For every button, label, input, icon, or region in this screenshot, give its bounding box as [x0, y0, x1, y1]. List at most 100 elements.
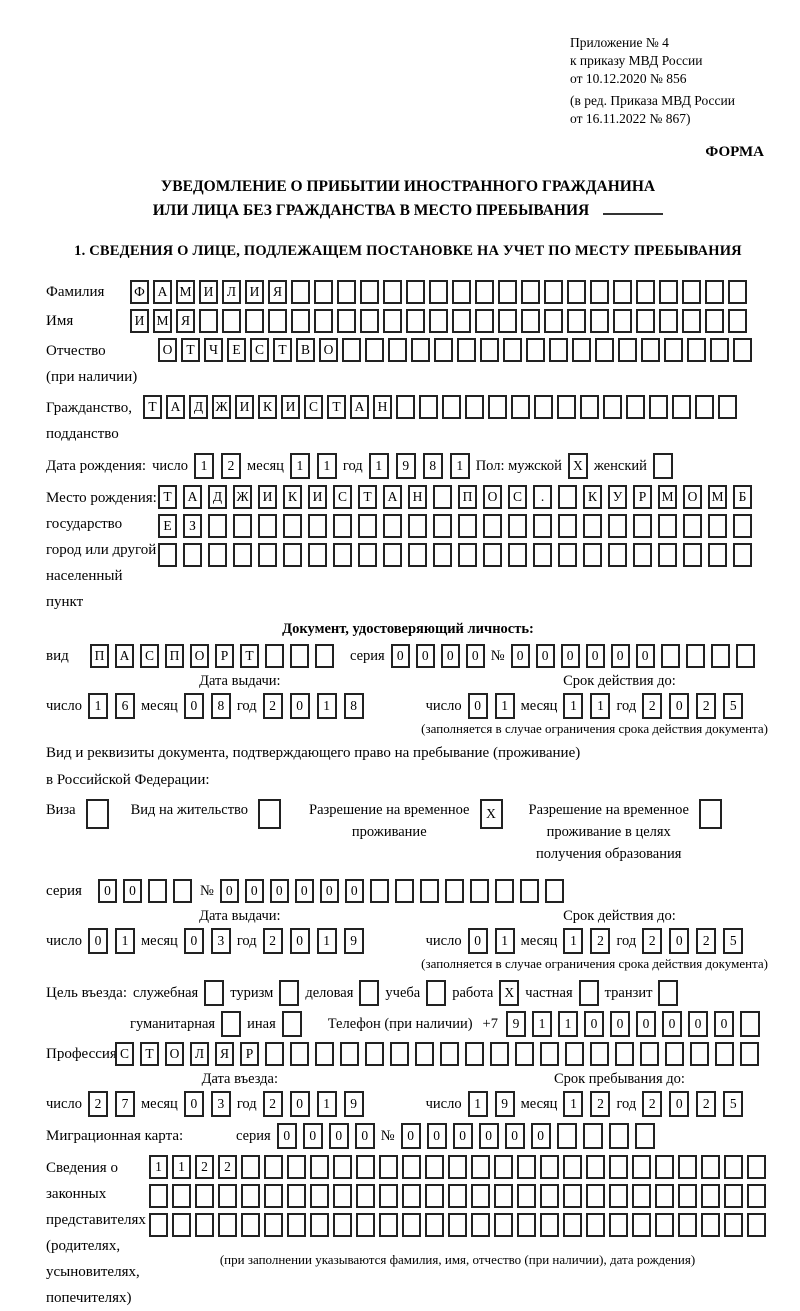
form-cell-filled[interactable]: 0 — [465, 644, 485, 669]
form-cell-filled[interactable]: 2 — [195, 1155, 214, 1180]
form-cell-empty[interactable] — [728, 309, 747, 334]
form-cell-empty[interactable] — [665, 1042, 684, 1067]
form-cell-empty[interactable] — [490, 1042, 509, 1067]
form-cell-filled[interactable]: А — [166, 395, 185, 420]
form-cell-empty[interactable] — [586, 1184, 605, 1209]
form-cell-empty[interactable] — [315, 644, 334, 669]
form-cell-empty[interactable] — [308, 543, 327, 568]
form-cell-filled[interactable]: С — [508, 485, 527, 510]
form-cell-empty[interactable] — [308, 514, 327, 539]
form-cell-filled[interactable]: 1 — [289, 453, 310, 480]
form-cell-filled[interactable]: У — [608, 485, 627, 510]
form-cell-empty[interactable] — [287, 1213, 306, 1238]
form-cell-filled[interactable]: Б — [733, 485, 752, 510]
form-cell-empty[interactable] — [498, 280, 517, 305]
form-cell-empty[interactable] — [471, 1184, 490, 1209]
form-cell-empty[interactable] — [408, 543, 427, 568]
form-cell-filled[interactable]: 0 — [669, 928, 690, 955]
form-cell-filled[interactable]: 0 — [440, 644, 460, 669]
form-cell-filled[interactable]: В — [296, 338, 315, 363]
form-cell-empty[interactable] — [265, 1042, 284, 1067]
form-cell-empty[interactable] — [199, 309, 218, 334]
form-cell-empty[interactable] — [315, 1042, 334, 1067]
form-cell-empty[interactable] — [465, 395, 484, 420]
form-cell-empty[interactable] — [369, 879, 389, 904]
form-cell-filled[interactable]: С — [333, 485, 352, 510]
form-cell-empty[interactable] — [572, 338, 591, 363]
form-cell-filled[interactable]: 0 — [467, 928, 488, 955]
form-cell-filled[interactable]: Т — [327, 395, 346, 420]
form-cell-filled[interactable]: Т — [358, 485, 377, 510]
form-cell-empty[interactable] — [333, 514, 352, 539]
form-cell-filled[interactable]: А — [153, 280, 172, 305]
form-cell-empty[interactable] — [672, 395, 691, 420]
form-cell-filled[interactable]: 8 — [210, 693, 231, 720]
form-cell-filled[interactable]: 1 — [149, 1155, 168, 1180]
form-cell-empty[interactable] — [609, 1213, 628, 1238]
form-cell-empty[interactable] — [494, 1213, 513, 1238]
form-cell-empty[interactable] — [747, 1184, 766, 1209]
form-cell-filled[interactable]: 0 — [504, 1123, 525, 1150]
form-cell-empty[interactable] — [265, 644, 284, 669]
form-cell-empty[interactable] — [245, 309, 264, 334]
form-cell-filled[interactable]: 1 — [316, 1091, 337, 1118]
form-cell-filled[interactable]: 0 — [390, 644, 410, 669]
form-cell-empty[interactable] — [701, 1213, 720, 1238]
form-cell-filled[interactable]: Р — [240, 1042, 259, 1067]
form-cell-filled[interactable]: О — [158, 338, 177, 363]
form-cell-filled[interactable]: 1 — [87, 693, 108, 720]
form-cell-empty[interactable] — [356, 1184, 375, 1209]
form-cell-empty[interactable] — [533, 543, 552, 568]
form-cell-filled[interactable]: 0 — [415, 644, 435, 669]
form-cell-filled[interactable]: 2 — [642, 928, 663, 955]
form-cell-empty[interactable] — [471, 1155, 490, 1180]
form-cell-empty[interactable] — [728, 280, 747, 305]
form-cell-empty[interactable] — [147, 879, 167, 904]
form-cell-empty[interactable] — [549, 338, 568, 363]
form-cell-filled[interactable]: 2 — [590, 928, 611, 955]
form-cell-empty[interactable] — [586, 1213, 605, 1238]
form-cell-empty[interactable] — [682, 280, 701, 305]
form-cell-filled[interactable]: Я — [215, 1042, 234, 1067]
form-cell-filled[interactable]: 2 — [262, 1091, 283, 1118]
form-cell-empty[interactable] — [258, 543, 277, 568]
form-cell-filled[interactable]: К — [258, 395, 277, 420]
form-cell-empty[interactable] — [172, 879, 192, 904]
form-cell-empty[interactable] — [521, 280, 540, 305]
form-cell-empty[interactable] — [634, 1123, 655, 1150]
form-cell-empty[interactable] — [310, 1155, 329, 1180]
form-cell-filled[interactable]: А — [383, 485, 402, 510]
form-cell-empty[interactable] — [429, 280, 448, 305]
form-cell-empty[interactable] — [583, 543, 602, 568]
form-cell-empty[interactable] — [580, 395, 599, 420]
form-cell-filled[interactable]: 0 — [276, 1123, 297, 1150]
form-cell-empty[interactable] — [658, 980, 679, 1007]
form-cell-empty[interactable] — [515, 1042, 534, 1067]
form-cell-filled[interactable]: Т — [140, 1042, 159, 1067]
form-cell-filled[interactable]: Л — [222, 280, 241, 305]
form-cell-empty[interactable] — [340, 1042, 359, 1067]
form-cell-filled[interactable]: 1 — [494, 693, 515, 720]
form-cell-filled[interactable]: С — [250, 338, 269, 363]
form-cell-empty[interactable] — [426, 980, 447, 1007]
form-cell-filled[interactable]: 0 — [302, 1123, 323, 1150]
form-cell-empty[interactable] — [287, 1184, 306, 1209]
form-cell-filled[interactable]: 5 — [723, 1091, 744, 1118]
form-cell-filled[interactable]: 0 — [635, 1011, 656, 1038]
form-cell-filled[interactable]: 0 — [294, 879, 314, 904]
form-cell-empty[interactable] — [419, 879, 439, 904]
form-cell-filled[interactable]: 2 — [262, 693, 283, 720]
form-cell-empty[interactable] — [183, 543, 202, 568]
form-cell-filled[interactable]: 2 — [642, 693, 663, 720]
form-cell-empty[interactable] — [678, 1184, 697, 1209]
form-cell-filled[interactable]: 0 — [661, 1011, 682, 1038]
form-cell-filled[interactable]: . — [533, 485, 552, 510]
form-cell-filled[interactable]: 1 — [563, 693, 584, 720]
form-cell-filled[interactable]: 7 — [114, 1091, 135, 1118]
form-cell-empty[interactable] — [383, 514, 402, 539]
form-cell-empty[interactable] — [705, 280, 724, 305]
form-cell-empty[interactable] — [603, 395, 622, 420]
form-cell-filled[interactable]: 1 — [194, 453, 215, 480]
form-cell-empty[interactable] — [469, 879, 489, 904]
form-cell-filled[interactable]: 0 — [583, 1011, 604, 1038]
